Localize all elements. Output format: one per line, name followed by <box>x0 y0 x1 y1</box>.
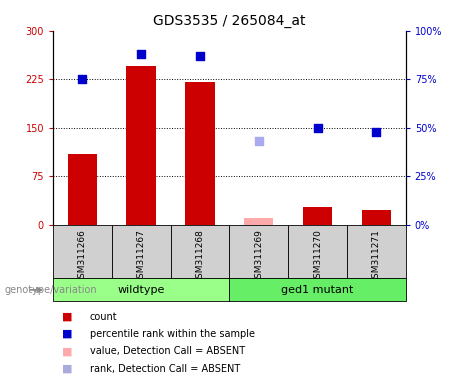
Text: wildtype: wildtype <box>118 285 165 295</box>
Text: GSM311268: GSM311268 <box>195 229 205 284</box>
Bar <box>53 225 112 278</box>
Bar <box>230 278 406 301</box>
Bar <box>230 225 288 278</box>
Bar <box>171 225 229 278</box>
Text: GSM311269: GSM311269 <box>254 229 263 284</box>
Text: rank, Detection Call = ABSENT: rank, Detection Call = ABSENT <box>90 364 240 374</box>
Point <box>137 51 145 57</box>
Point <box>196 53 204 59</box>
Text: GSM311271: GSM311271 <box>372 229 381 284</box>
Bar <box>347 225 406 278</box>
Bar <box>244 218 273 225</box>
Text: percentile rank within the sample: percentile rank within the sample <box>90 329 255 339</box>
Text: GSM311270: GSM311270 <box>313 229 322 284</box>
Text: ■: ■ <box>62 329 73 339</box>
Point <box>255 138 262 144</box>
Text: value, Detection Call = ABSENT: value, Detection Call = ABSENT <box>90 346 245 356</box>
Text: GSM311266: GSM311266 <box>78 229 87 284</box>
Title: GDS3535 / 265084_at: GDS3535 / 265084_at <box>153 14 306 28</box>
Point <box>372 129 380 135</box>
Bar <box>68 154 97 225</box>
Text: ged1 mutant: ged1 mutant <box>281 285 354 295</box>
Text: GSM311267: GSM311267 <box>136 229 146 284</box>
Bar <box>303 207 332 225</box>
Text: genotype/variation: genotype/variation <box>5 285 97 295</box>
Point <box>314 124 321 131</box>
Bar <box>288 225 347 278</box>
Point <box>79 76 86 82</box>
Bar <box>126 66 156 225</box>
Text: ■: ■ <box>62 312 73 322</box>
Text: ■: ■ <box>62 364 73 374</box>
Text: count: count <box>90 312 118 322</box>
Text: ■: ■ <box>62 346 73 356</box>
Bar <box>185 83 215 225</box>
Bar <box>53 278 230 301</box>
Bar <box>361 210 391 225</box>
Bar <box>112 225 171 278</box>
